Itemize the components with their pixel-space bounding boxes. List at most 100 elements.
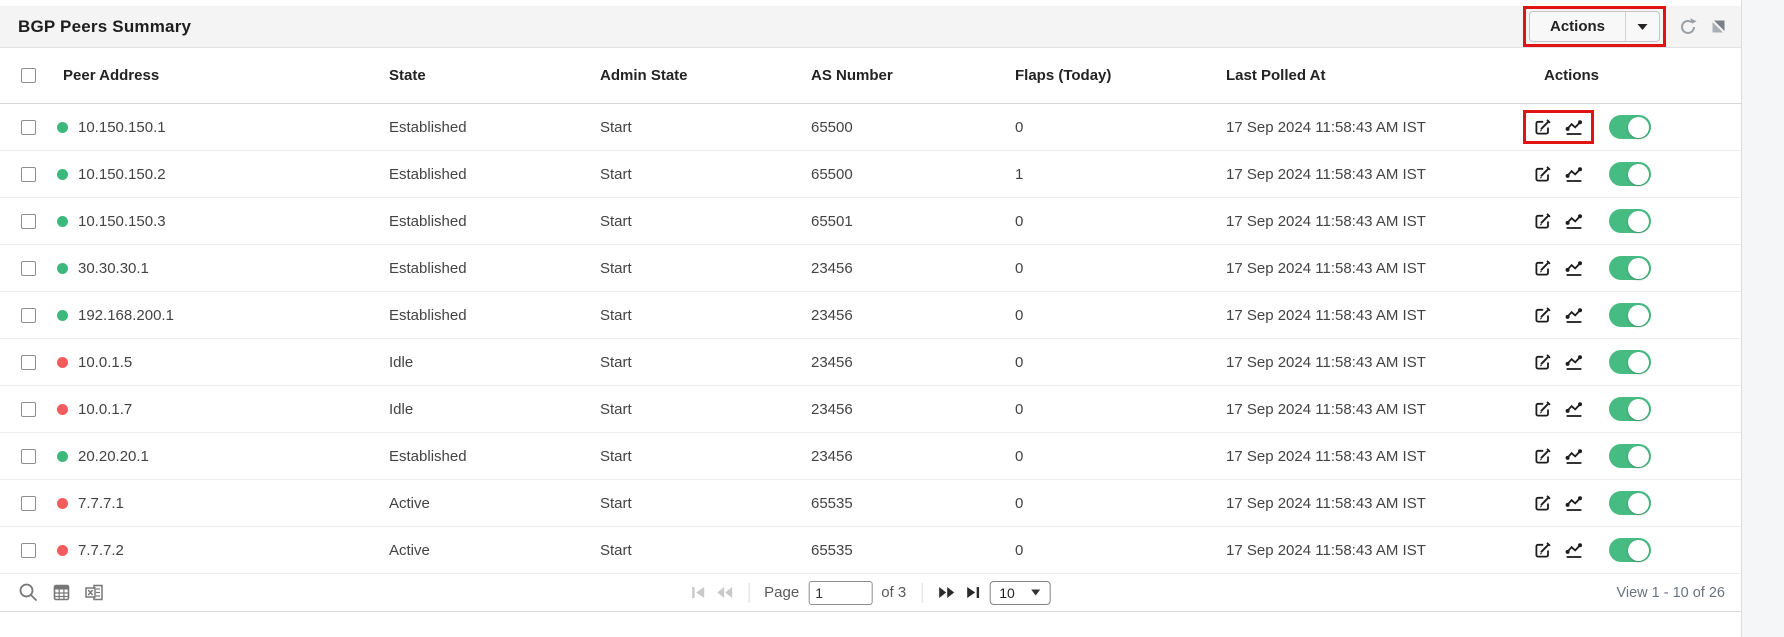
excel-export-button[interactable] [84, 583, 106, 602]
peer-address-cell: 7.7.7.1 [46, 495, 375, 512]
edit-icon[interactable] [1534, 494, 1552, 512]
edit-icon[interactable] [1534, 541, 1552, 559]
last-page-button[interactable] [964, 585, 980, 600]
peer-address: 192.168.200.1 [78, 306, 174, 324]
status-dot [57, 450, 68, 462]
status-dot [57, 403, 68, 415]
peer-address: 30.30.30.1 [78, 259, 149, 277]
performance-graph-icon[interactable] [1565, 400, 1583, 418]
status-toggle[interactable] [1609, 256, 1651, 280]
prev-page-button[interactable] [715, 585, 733, 600]
edit-icon[interactable] [1534, 447, 1552, 465]
edit-icon[interactable] [1534, 259, 1552, 277]
table-row: 7.7.7.1 Active Start 65535 0 17 Sep 2024… [0, 480, 1741, 527]
column-header-state: State [389, 67, 426, 84]
admin-state-cell: Start [600, 259, 632, 277]
row-action-icons [1530, 447, 1587, 465]
last-polled-cell: 17 Sep 2024 11:58:43 AM IST [1226, 212, 1426, 230]
performance-graph-icon[interactable] [1565, 259, 1583, 277]
prev-page-icon [716, 587, 732, 598]
edit-icon[interactable] [1534, 400, 1552, 418]
row-checkbox[interactable] [21, 401, 36, 417]
table-row: 10.150.150.1 Established Start 65500 0 1… [0, 104, 1741, 151]
state-cell: Established [389, 118, 467, 136]
status-dot [57, 121, 68, 133]
status-dot [57, 262, 68, 274]
last-polled-cell: 17 Sep 2024 11:58:43 AM IST [1226, 165, 1426, 183]
status-toggle[interactable] [1609, 209, 1651, 233]
peer-address-cell: 10.150.150.1 [46, 119, 375, 136]
table-header-row: Peer Address State Admin State AS Number… [0, 48, 1741, 104]
admin-state-cell: Start [600, 212, 632, 230]
refresh-button[interactable] [1678, 17, 1698, 37]
flaps-cell: 0 [1015, 541, 1024, 559]
excel-export-icon [85, 584, 103, 601]
resize-button[interactable] [1710, 18, 1727, 35]
row-action-icons [1530, 400, 1587, 418]
performance-graph-icon[interactable] [1565, 541, 1583, 559]
state-cell: Active [389, 541, 430, 559]
table-body: 10.150.150.1 Established Start 65500 0 1… [0, 104, 1741, 574]
performance-graph-icon[interactable] [1565, 353, 1583, 371]
actions-cell [1530, 303, 1741, 327]
state-cell: Idle [389, 400, 414, 418]
flaps-cell: 1 [1015, 165, 1024, 183]
last-polled-cell: 17 Sep 2024 11:58:43 AM IST [1226, 494, 1426, 512]
row-checkbox[interactable] [21, 213, 36, 229]
status-toggle[interactable] [1609, 491, 1651, 515]
edit-icon[interactable] [1534, 118, 1552, 136]
state-cell: Idle [389, 353, 414, 371]
column-header-last-polled: Last Polled At [1226, 67, 1326, 84]
table-export-button[interactable] [52, 583, 71, 602]
status-toggle[interactable] [1609, 303, 1651, 327]
actions-button[interactable]: Actions [1549, 18, 1605, 35]
table-row: 10.0.1.5 Idle Start 23456 0 17 Sep 2024 … [0, 339, 1741, 386]
admin-state-cell: Start [600, 400, 632, 418]
table-row: 10.0.1.7 Idle Start 23456 0 17 Sep 2024 … [0, 386, 1741, 433]
admin-state-cell: Start [600, 541, 632, 559]
toggle-knob [1628, 116, 1649, 138]
performance-graph-icon[interactable] [1565, 165, 1583, 183]
page-number-input[interactable] [808, 580, 873, 605]
row-checkbox[interactable] [21, 166, 36, 182]
edit-icon[interactable] [1534, 212, 1552, 230]
row-checkbox[interactable] [21, 448, 36, 464]
row-checkbox[interactable] [21, 307, 36, 323]
search-button[interactable] [18, 582, 39, 603]
edit-icon[interactable] [1534, 306, 1552, 324]
row-checkbox[interactable] [21, 354, 36, 370]
as-number-cell: 23456 [811, 259, 853, 277]
state-cell: Established [389, 306, 467, 324]
row-checkbox[interactable] [21, 260, 36, 276]
flaps-cell: 0 [1015, 494, 1024, 512]
select-caret-icon [1031, 589, 1041, 596]
status-dot [57, 544, 68, 556]
status-toggle[interactable] [1609, 397, 1651, 421]
row-checkbox[interactable] [21, 495, 36, 511]
performance-graph-icon[interactable] [1565, 212, 1583, 230]
select-all-checkbox[interactable] [21, 68, 36, 83]
edit-icon[interactable] [1534, 165, 1552, 183]
status-toggle[interactable] [1609, 444, 1651, 468]
performance-graph-icon[interactable] [1565, 118, 1583, 136]
status-toggle[interactable] [1609, 115, 1651, 139]
flaps-cell: 0 [1015, 447, 1024, 465]
actions-dropdown-button[interactable] [1625, 12, 1659, 41]
performance-graph-icon[interactable] [1565, 306, 1583, 324]
flaps-cell: 0 [1015, 118, 1024, 136]
toggle-knob [1628, 445, 1649, 467]
edit-icon[interactable] [1534, 353, 1552, 371]
status-toggle[interactable] [1609, 350, 1651, 374]
actions-split-button[interactable]: Actions [1528, 11, 1660, 42]
performance-graph-icon[interactable] [1565, 447, 1583, 465]
page-size-select[interactable]: 10 [989, 580, 1051, 605]
status-toggle[interactable] [1609, 538, 1651, 562]
status-toggle[interactable] [1609, 162, 1651, 186]
row-checkbox[interactable] [21, 119, 36, 135]
row-checkbox[interactable] [21, 542, 36, 558]
first-page-button[interactable] [690, 585, 706, 600]
performance-graph-icon[interactable] [1565, 494, 1583, 512]
next-page-button[interactable] [937, 585, 955, 600]
flaps-cell: 0 [1015, 353, 1024, 371]
column-header-actions: Actions [1544, 67, 1600, 84]
